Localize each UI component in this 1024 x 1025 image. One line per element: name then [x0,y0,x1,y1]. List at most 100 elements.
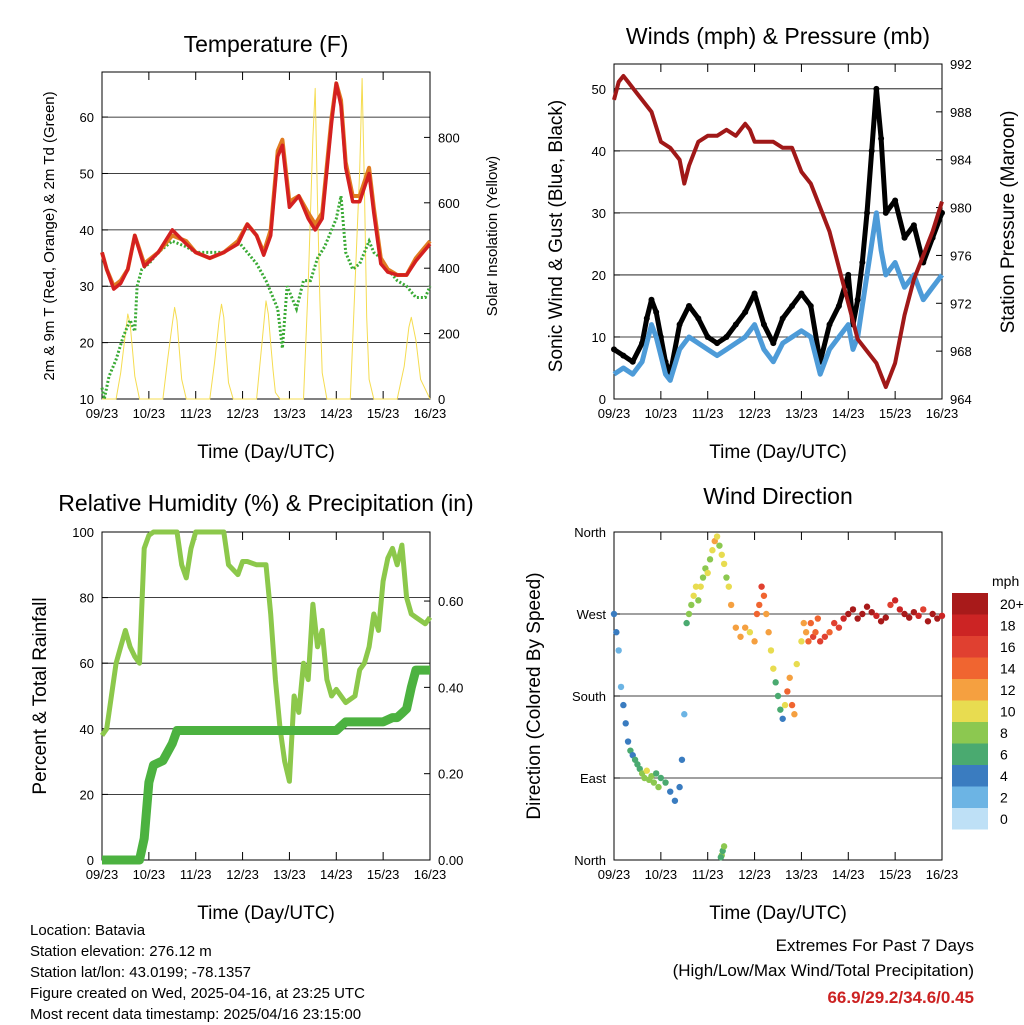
direction-point [863,603,871,610]
x-tick-label: 12/23 [226,867,259,882]
colorbar-swatch [952,808,988,830]
direction-point [868,608,875,616]
extremes-values: 66.9/29.2/34.6/0.45 [827,988,974,1007]
colorbar-label: 0 [1000,811,1008,827]
y-tick-label: West [577,607,607,622]
winds-ylabel-right: Station Pressure (Maroon) [998,111,1019,334]
temperature-panel: Temperature (F) Time (Day/UTC) 2m & 9m T… [41,31,501,463]
direction-point [617,683,625,691]
humidity-title: Relative Humidity (%) & Precipitation (i… [58,490,473,516]
direction-point [716,542,723,549]
y-tick-label-right: 400 [438,261,460,276]
gust-point [620,352,627,359]
direction-point [826,629,833,636]
series-line-9m-t [100,81,432,291]
gust-point [639,340,646,347]
gust-point [770,340,777,347]
direction-point [802,629,810,636]
direction-point [683,619,690,627]
direction-point [788,701,796,709]
x-tick-label: 12/23 [738,867,771,882]
x-tick-label: 13/23 [785,406,818,421]
direction-point [920,606,927,613]
direction-point [681,711,688,718]
series-line-wind [612,210,944,383]
gust-point [723,333,730,340]
gust-point [704,333,711,340]
winds-ylabel: Sonic Wind & Gust (Blue, Black) [546,100,567,372]
direction-point [772,679,779,686]
direction-point [732,624,740,631]
y-tick-label: North [574,525,606,540]
x-tick-label: 10/23 [645,406,678,421]
x-tick-label: 10/23 [645,867,678,882]
colorbar-label: 16 [1000,639,1016,655]
gust-point [751,290,758,297]
x-tick-label: 16/23 [926,406,959,421]
y-tick-label-right: 0.40 [438,680,463,695]
winds-title: Winds (mph) & Pressure (mb) [626,23,930,49]
gust-point [807,302,814,309]
direction-point [758,583,765,590]
y-tick-label: 30 [592,206,606,221]
gust-point [714,340,721,347]
direction-point [692,583,700,590]
gust-point [845,271,852,278]
direction-point [652,770,660,777]
direction-point [784,688,791,695]
direction-point [849,606,857,613]
x-tick-label: 12/23 [738,406,771,421]
temperature-xlabel: Time (Day/UTC) [197,442,335,463]
temperature-plot-area [101,71,431,400]
direction-point [777,706,784,713]
direction-point [613,629,620,636]
gust-point [878,135,885,142]
gust-point [653,309,660,316]
colorbar-swatch [952,593,988,615]
direction-point [770,665,777,672]
direction-ylabel: Direction (Colored By Speed) [524,572,545,819]
gust-point [742,309,749,316]
colorbar-swatch [952,657,988,679]
direction-point [709,547,716,554]
gust-point [901,234,908,241]
x-tick-label: 11/23 [692,867,724,882]
extremes-subtitle: (High/Low/Max Wind/Total Precipitation) [672,961,974,980]
y-tick-label-right: 988 [950,105,972,120]
direction-point [685,610,693,618]
x-tick-label: 16/23 [414,867,447,882]
y-tick-label: 60 [80,656,94,671]
gust-point [657,333,664,340]
y-tick-label-right: 800 [438,130,460,145]
direction-point [723,574,730,581]
direction-point [727,601,735,609]
y-tick-label: 20 [592,268,606,283]
gust-point [859,259,866,266]
direction-point [742,624,749,631]
y-tick-label-right: 0.60 [438,594,463,609]
direction-point [854,615,861,622]
x-tick-label: 15/23 [879,867,912,882]
direction-point [737,633,744,640]
direction-point [610,610,618,618]
direction-title: Wind Direction [703,483,853,509]
direction-point [751,638,758,645]
x-tick-label: 11/23 [692,406,724,421]
gust-point [835,302,842,309]
gust-point [695,315,702,322]
gust-point [798,290,805,297]
colorbar-swatch [952,786,988,808]
direction-point [760,592,768,599]
x-tick-label: 16/23 [414,406,447,421]
direction-xlabel: Time (Day/UTC) [709,903,847,924]
series-line-relative-humidity [99,529,433,784]
y-tick-label: 60 [80,110,94,125]
direction-point [650,779,658,786]
y-tick-label: 80 [80,591,94,606]
direction-point [821,633,829,640]
direction-point [800,619,807,627]
gust-point [779,315,786,322]
humidity-ylabel: Percent & Total Rainfall [30,597,51,794]
direction-point [938,612,946,620]
x-tick-label: 14/23 [320,406,353,421]
